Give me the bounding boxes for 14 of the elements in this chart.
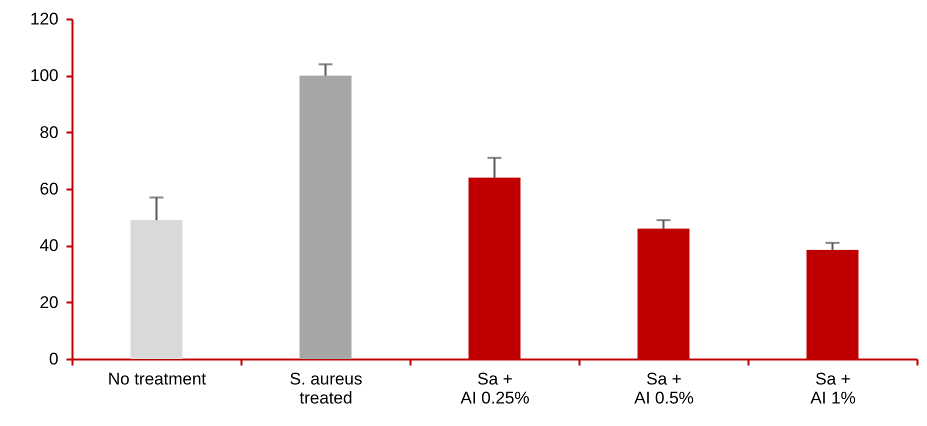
y-tick-label: 20 <box>40 292 58 312</box>
y-tick-label: 100 <box>30 66 58 86</box>
y-tick-label: 60 <box>40 180 58 198</box>
x-tick-label: Sa + AI 0.5% <box>634 370 694 408</box>
x-tick-label: S. aureus treated <box>290 370 362 408</box>
bar <box>130 220 182 359</box>
y-tick-label: 40 <box>40 236 58 256</box>
y-tick-label: 120 <box>30 10 58 28</box>
x-tick-label: No treatment <box>108 370 206 388</box>
y-tick-label: 80 <box>40 122 58 142</box>
bar <box>300 76 352 359</box>
y-tick-label: 0 <box>49 350 58 368</box>
x-tick-label: Sa + AI 1% <box>810 370 856 408</box>
x-tick-label: Sa + AI 0.25% <box>460 370 530 408</box>
